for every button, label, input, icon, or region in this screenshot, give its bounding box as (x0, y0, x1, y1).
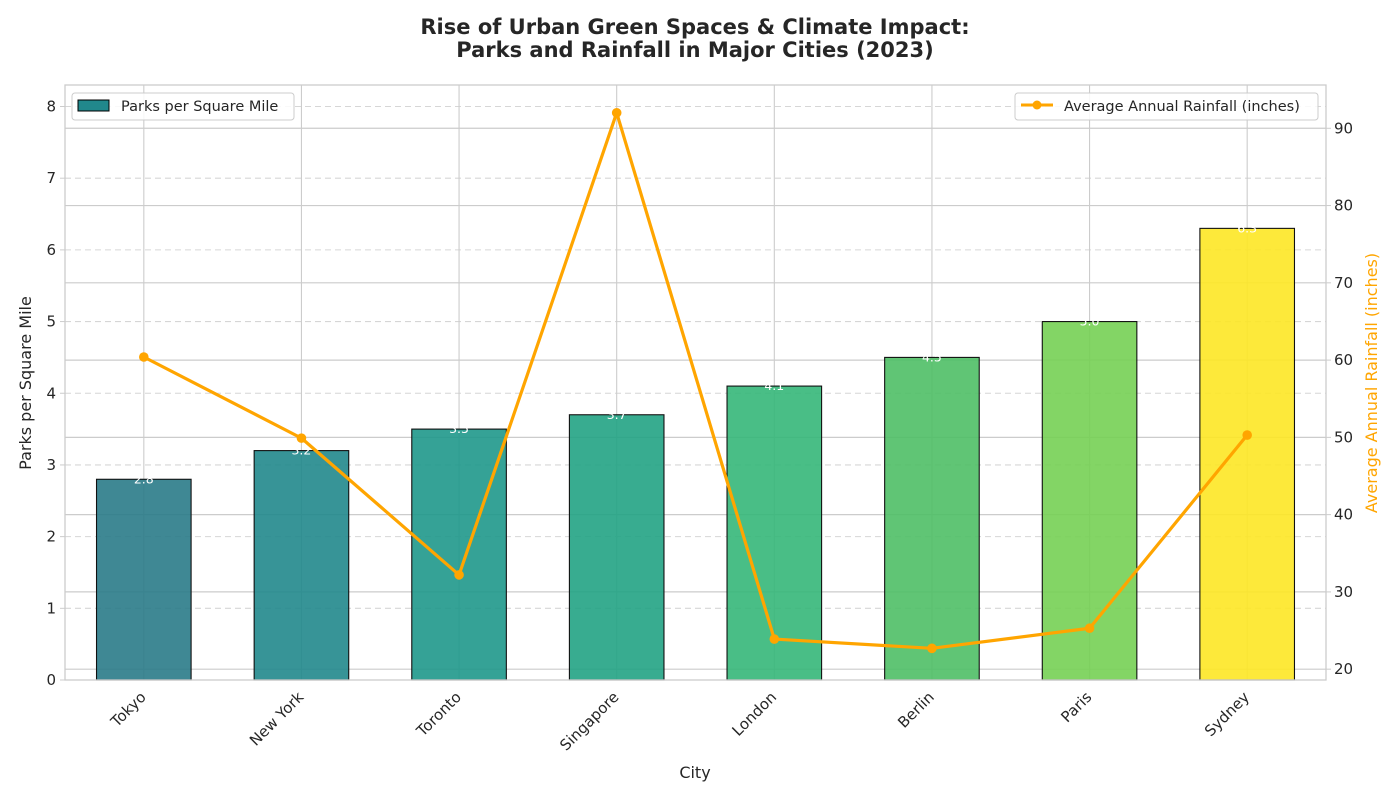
x-tick-label: Sydney (1201, 688, 1253, 740)
left-y-tick-labels: 0 1 2 3 4 5 6 7 8 (46, 98, 56, 689)
rainfall-point (1242, 430, 1252, 440)
bar-value-label: 3.2 (291, 443, 311, 458)
bar (884, 356, 980, 681)
right-tick-label: 60 (1334, 351, 1353, 369)
bar (95, 478, 192, 681)
rainfall-point (769, 634, 780, 644)
bar (568, 414, 665, 681)
x-axis-label: City (679, 763, 710, 782)
right-tick-label: 40 (1334, 506, 1353, 524)
right-tick-label: 70 (1334, 274, 1353, 292)
right-tick-label: 90 (1334, 119, 1353, 137)
x-tick-label: Tokyo (107, 688, 150, 731)
rainfall-line (143, 111, 1249, 650)
legend-bars: Parks per Square Mile (71, 92, 295, 121)
bar-value-label: 4.1 (764, 378, 784, 393)
chart-title-line-1: Rise of Urban Green Spaces & Climate Imp… (420, 15, 969, 39)
left-tick-label: 7 (46, 169, 56, 187)
bar-value-label: 3.7 (607, 407, 627, 422)
x-tick-labels: Tokyo New York Toronto Singapore London Berli… (107, 688, 1254, 754)
bar (253, 450, 350, 681)
legend-bar-label: Parks per Square Mile (121, 99, 278, 115)
right-tick-label: 20 (1334, 660, 1353, 678)
rainfall-point (139, 352, 149, 362)
bar-value-label: 4.5 (922, 349, 942, 364)
left-tick-label: 6 (46, 241, 56, 259)
rainfall-point (1084, 623, 1095, 634)
chart-title-line-2: Parks and Rainfall in Major Cities (2023… (456, 38, 933, 62)
plot-frame (64, 84, 1327, 681)
x-tick-label: Toronto (412, 688, 465, 741)
bar-value-labels: 2.8 3.2 3.5 3.7 4.1 4.5 5.0 6.3 (134, 220, 1257, 486)
rainfall-point (454, 570, 464, 580)
bar-series (95, 227, 1296, 681)
left-tick-label: 2 (46, 528, 56, 546)
legend-line-marker (1032, 100, 1042, 110)
left-tick-label: 3 (46, 456, 56, 474)
x-tick-label: Paris (1057, 688, 1095, 726)
x-tick-label: Berlin (894, 688, 938, 732)
rainfall-point (296, 433, 307, 443)
right-y-axis-label: Average Annual Rainfall (inches) (1362, 253, 1381, 513)
x-tick-label: London (729, 688, 781, 740)
right-tick-label: 50 (1334, 428, 1353, 446)
legend-bar-swatch (77, 99, 110, 112)
bar-value-label: 3.5 (449, 421, 469, 436)
legend-line-label: Average Annual Rainfall (inches) (1064, 99, 1300, 115)
left-tick-label: 4 (46, 384, 56, 402)
x-tick-label: Singapore (556, 688, 622, 754)
x-tick-label: New York (246, 688, 308, 750)
rainfall-point (611, 108, 622, 118)
bar-value-label: 2.8 (134, 471, 154, 486)
left-tick-label: 0 (46, 671, 56, 689)
left-tick-label: 5 (46, 313, 56, 331)
bar-value-label: 6.3 (1237, 220, 1257, 235)
legend-line: Average Annual Rainfall (inches) (1014, 92, 1319, 121)
bar-value-label: 5.0 (1080, 314, 1100, 329)
left-y-axis-label: Parks per Square Mile (16, 296, 35, 470)
right-tick-label: 30 (1334, 583, 1353, 601)
right-y-tick-labels: 20 30 40 50 60 70 80 90 (1334, 119, 1353, 678)
bar (411, 428, 507, 681)
rainfall-line-series (139, 108, 1252, 654)
left-tick-label: 1 (46, 599, 56, 617)
bar (1199, 227, 1296, 681)
rainfall-point (927, 643, 937, 654)
left-tick-label: 8 (46, 98, 56, 116)
right-tick-label: 80 (1334, 197, 1353, 215)
